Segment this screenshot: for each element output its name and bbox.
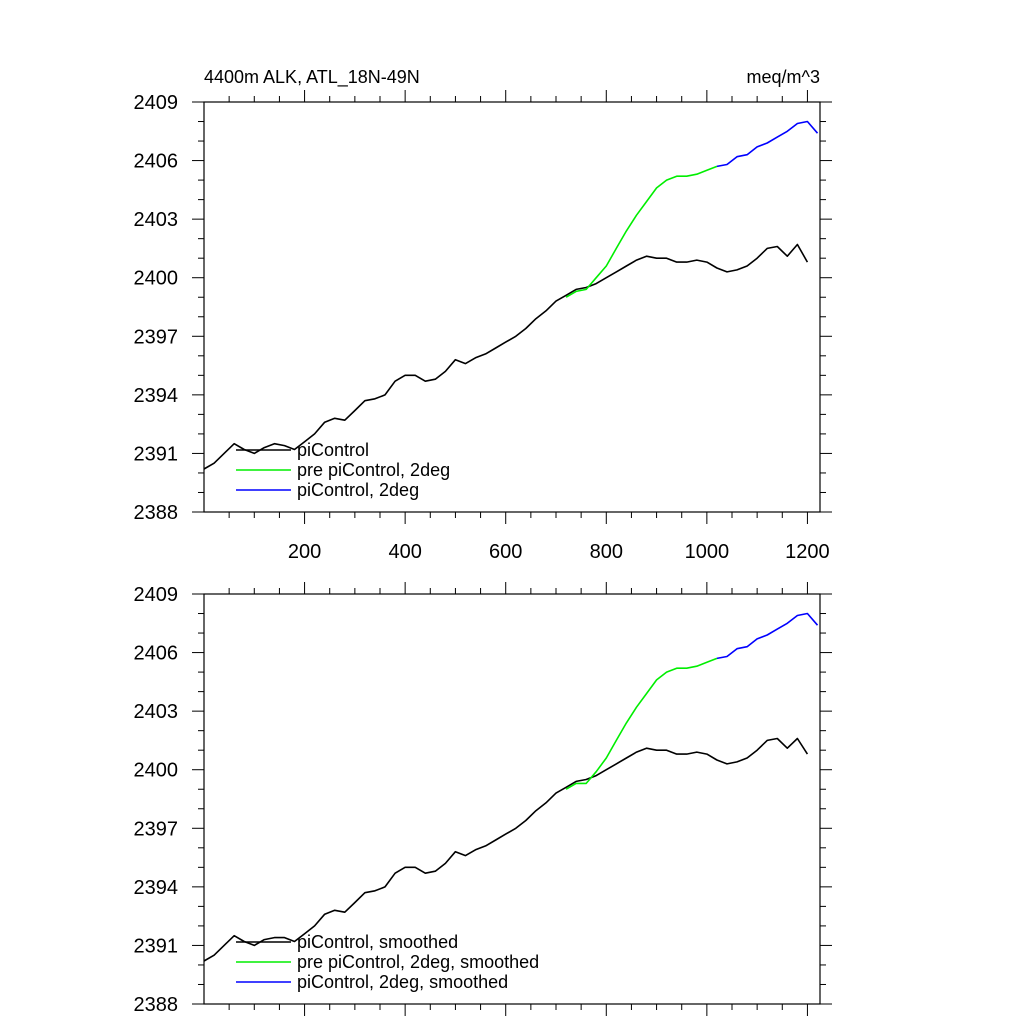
series-line-1 (203, 737, 809, 962)
legend-label: piControl (297, 440, 369, 460)
y-tick-label: 2409 (134, 584, 179, 606)
series-line-3 (716, 120, 819, 168)
top-panel-units: meq/m^3 (747, 67, 820, 87)
bottom-panel-plot: 2388 2391 2394 2397 2400 2403 2406 2409 piContro… (134, 582, 832, 1016)
y-tick-label: 2400 (134, 760, 179, 782)
y-tick-label: 2397 (134, 326, 179, 348)
y-tick-label: 2391 (134, 443, 179, 465)
y-tick-label: 2388 (134, 502, 179, 524)
legend-label: pre piControl, 2deg, smoothed (297, 952, 539, 972)
y-tick-label: 2394 (134, 877, 179, 899)
legend-label: pre piControl, 2deg (297, 460, 450, 480)
x-tick-label: 800 (590, 541, 623, 563)
series-line-2 (565, 165, 718, 298)
series-line-2 (565, 657, 718, 790)
y-tick-label: 2397 (134, 818, 179, 840)
y-tick-label: 2388 (134, 994, 179, 1016)
y-tick-label: 2406 (134, 151, 179, 173)
series-line-3 (716, 612, 819, 660)
bottom-panel: 2388 2391 2394 2397 2400 2403 2406 2409 piContro… (134, 582, 832, 1016)
y-tick-label: 2409 (134, 92, 179, 114)
x-tick-label: 600 (489, 541, 522, 563)
legend-label: piControl, smoothed (297, 932, 458, 952)
series-line-1 (203, 243, 809, 470)
plot-frame (203, 593, 821, 1005)
y-tick-label: 2394 (134, 385, 179, 407)
y-tick-label: 2403 (134, 701, 179, 723)
y-tick-label: 2406 (134, 643, 179, 665)
x-tick-label: 200 (288, 541, 321, 563)
top-panel-title: 4400m ALK, ATL_18N-49N (204, 67, 420, 88)
legend-label: piControl, 2deg, smoothed (297, 972, 508, 992)
legend-label: piControl, 2deg (297, 480, 419, 500)
x-tick-label: 400 (388, 541, 421, 563)
plot-frame (203, 101, 821, 513)
y-tick-label: 2391 (134, 935, 179, 957)
y-tick-label: 2403 (134, 209, 179, 231)
x-tick-label: 1200 (785, 541, 830, 563)
y-tick-label: 2400 (134, 268, 179, 290)
top-panel-plot: 2388 2391 2394 2397 2400 2403 2406 2409 200 400 60… (134, 90, 832, 563)
top-panel: 4400m ALK, ATL_18N-49N meq/m^3 238823912… (134, 67, 832, 563)
x-tick-label: 1000 (685, 541, 730, 563)
